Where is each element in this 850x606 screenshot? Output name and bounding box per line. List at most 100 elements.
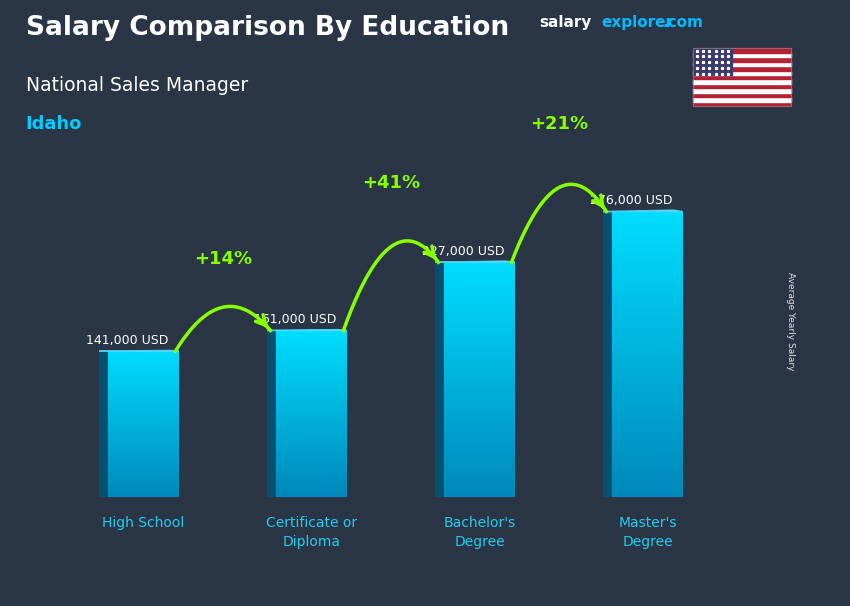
Text: High School: High School xyxy=(102,516,184,530)
Bar xyxy=(108,353,178,355)
Bar xyxy=(276,458,347,459)
Bar xyxy=(612,297,683,301)
Bar xyxy=(612,230,683,233)
Bar xyxy=(445,339,515,341)
Bar xyxy=(108,484,178,486)
Bar xyxy=(445,403,515,406)
Bar xyxy=(612,233,683,236)
Bar xyxy=(445,312,515,315)
Bar xyxy=(445,476,515,479)
Text: +14%: +14% xyxy=(194,250,252,268)
Bar xyxy=(612,368,683,372)
Bar xyxy=(445,494,515,497)
Bar xyxy=(276,382,347,385)
Bar xyxy=(445,459,515,462)
Bar xyxy=(612,450,683,454)
Text: salary: salary xyxy=(540,15,592,30)
Bar xyxy=(276,368,347,370)
Bar xyxy=(445,291,515,295)
Bar xyxy=(445,400,515,403)
Bar xyxy=(445,280,515,283)
Polygon shape xyxy=(435,261,515,262)
Bar xyxy=(612,268,683,272)
Bar xyxy=(276,385,347,387)
Bar xyxy=(445,347,515,350)
Text: 276,000 USD: 276,000 USD xyxy=(590,195,672,207)
Bar xyxy=(108,490,178,491)
Bar xyxy=(612,244,683,247)
Bar xyxy=(276,405,347,407)
Bar xyxy=(445,430,515,433)
Bar xyxy=(108,356,178,358)
Bar xyxy=(612,404,683,408)
Bar xyxy=(108,379,178,381)
Bar xyxy=(108,424,178,426)
Bar xyxy=(108,430,178,431)
Bar xyxy=(108,459,178,461)
Bar xyxy=(276,472,347,474)
Bar xyxy=(445,315,515,318)
Bar xyxy=(612,336,683,340)
Bar xyxy=(612,422,683,425)
Bar xyxy=(276,482,347,484)
Bar xyxy=(612,415,683,419)
Bar xyxy=(276,366,347,368)
Bar xyxy=(693,66,791,71)
Bar xyxy=(108,408,178,410)
Text: 141,000 USD: 141,000 USD xyxy=(86,334,168,347)
Bar xyxy=(108,366,178,368)
Bar xyxy=(108,479,178,481)
Bar xyxy=(276,335,347,337)
Bar xyxy=(612,347,683,351)
Bar xyxy=(445,412,515,415)
Bar xyxy=(108,493,178,495)
Bar xyxy=(612,361,683,365)
Bar xyxy=(108,421,178,422)
Bar xyxy=(445,271,515,274)
Bar xyxy=(612,326,683,329)
Bar xyxy=(108,444,178,446)
Bar xyxy=(612,376,683,379)
Bar xyxy=(445,330,515,333)
Bar xyxy=(612,383,683,387)
Bar xyxy=(445,298,515,301)
Bar xyxy=(108,468,178,470)
Bar xyxy=(267,330,276,497)
Bar xyxy=(108,415,178,417)
Bar xyxy=(445,274,515,277)
Bar xyxy=(276,391,347,393)
Bar xyxy=(99,351,108,497)
Bar xyxy=(445,327,515,330)
Bar xyxy=(445,438,515,441)
Bar xyxy=(276,351,347,353)
Bar xyxy=(612,215,683,219)
Bar xyxy=(445,324,515,327)
Bar xyxy=(276,422,347,424)
Bar xyxy=(612,411,683,415)
Bar xyxy=(108,457,178,459)
Bar xyxy=(693,79,791,84)
Bar xyxy=(445,465,515,468)
Bar xyxy=(445,409,515,412)
Bar xyxy=(108,477,178,479)
Bar xyxy=(276,388,347,391)
Bar xyxy=(445,295,515,298)
Bar xyxy=(108,441,178,442)
Bar xyxy=(612,262,683,265)
Bar xyxy=(612,290,683,294)
Bar xyxy=(276,451,347,453)
Bar xyxy=(108,439,178,441)
Bar xyxy=(445,468,515,470)
Bar xyxy=(612,454,683,458)
Bar xyxy=(612,351,683,355)
Bar xyxy=(612,308,683,311)
Bar xyxy=(612,447,683,450)
Bar xyxy=(612,333,683,336)
Bar xyxy=(108,446,178,448)
Bar xyxy=(693,62,791,66)
Bar xyxy=(612,390,683,393)
Bar xyxy=(445,283,515,285)
Bar xyxy=(445,444,515,447)
Bar xyxy=(276,491,347,493)
Bar xyxy=(445,453,515,456)
